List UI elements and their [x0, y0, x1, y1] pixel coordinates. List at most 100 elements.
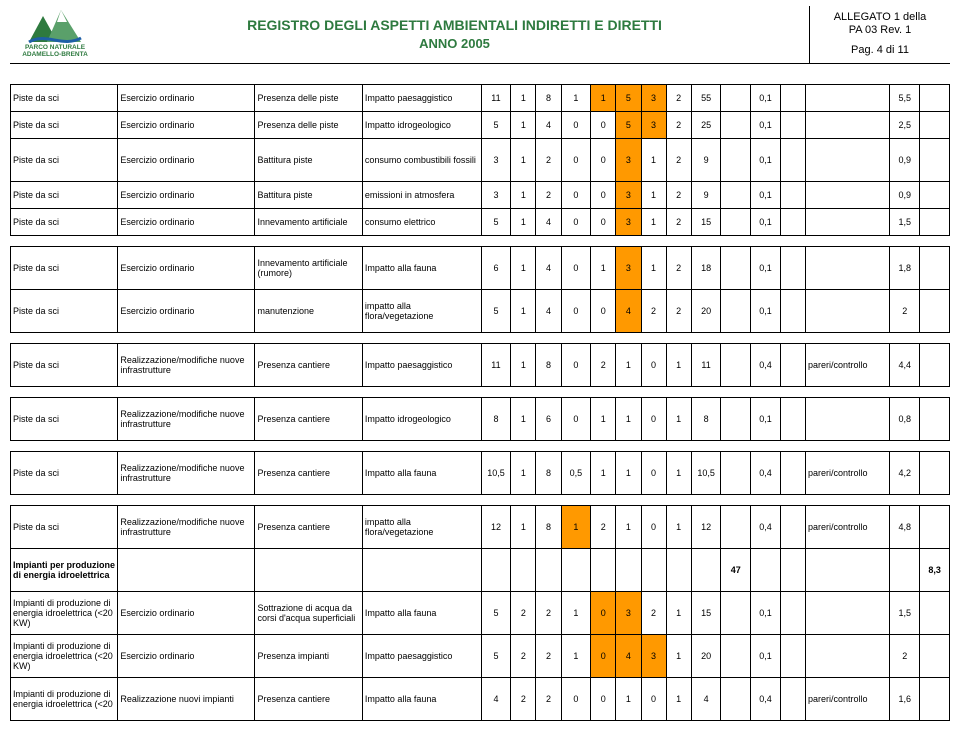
cell-num: 1	[511, 505, 536, 548]
cell-num	[890, 548, 920, 591]
cell-num	[780, 84, 805, 111]
cell-num: 1,5	[890, 591, 920, 634]
cell-num: 2	[890, 289, 920, 332]
cell-text: Impianti per produzione di energia idroe…	[11, 548, 118, 591]
title-sub: ANNO 2005	[419, 36, 490, 51]
cell-num: 2	[666, 208, 691, 235]
cell-num	[805, 634, 890, 677]
cell-num: 0	[561, 397, 591, 440]
cell-text: Impianti di produzione di energia idroel…	[11, 677, 118, 720]
cell-num: 4	[616, 289, 641, 332]
cell-text: Presenza cantiere	[255, 505, 362, 548]
cell-num	[780, 343, 805, 386]
cell-num: 8	[536, 451, 561, 494]
cell-text: Impianti di produzione di energia idroel…	[11, 634, 118, 677]
cell-num: 1	[511, 181, 536, 208]
cell-num: 2	[536, 677, 561, 720]
cell-num: 0	[641, 505, 666, 548]
cell-text: Battitura piste	[255, 181, 362, 208]
cell-num: 3	[481, 181, 511, 208]
cell-num	[721, 289, 751, 332]
table-row: Piste da sciRealizzazione/modifiche nuov…	[11, 505, 950, 548]
cell-num: 5,5	[890, 84, 920, 111]
table-row: Piste da sciEsercizio ordinarioInnevamen…	[11, 208, 950, 235]
cell-num: 1	[666, 677, 691, 720]
cell-num	[721, 208, 751, 235]
cell-num	[805, 208, 890, 235]
cell-num	[780, 289, 805, 332]
cell-num: 1	[591, 246, 616, 289]
cell-num	[721, 634, 751, 677]
cell-text: emissioni in atmosfera	[362, 181, 481, 208]
table-row	[11, 235, 950, 246]
title-main: REGISTRO DEGLI ASPETTI AMBIENTALI INDIRE…	[247, 17, 662, 34]
cell-num: 5	[481, 634, 511, 677]
cell-num	[920, 208, 950, 235]
cell-num: 0,4	[751, 677, 781, 720]
cell-text: Impatto alla fauna	[362, 451, 481, 494]
cell-num	[780, 111, 805, 138]
cell-num: 0	[561, 181, 591, 208]
cell-text: Esercizio ordinario	[118, 208, 255, 235]
cell-num: 18	[691, 246, 721, 289]
cell-num: 0	[641, 677, 666, 720]
aspects-table: Piste da sci Esercizio ordinario Presenza …	[10, 84, 950, 721]
cell-num: 10,5	[481, 451, 511, 494]
cell-text: Piste da sci	[11, 289, 118, 332]
cell-num	[721, 181, 751, 208]
cell-num: 2	[666, 289, 691, 332]
cell-text: Esercizio ordinario	[118, 181, 255, 208]
cell-num: 8	[536, 84, 561, 111]
cell-num: 0	[561, 289, 591, 332]
cell-num: 1	[511, 208, 536, 235]
cell-num: 5	[481, 289, 511, 332]
cell-num: 0,4	[751, 343, 781, 386]
cell-text: Realizzazione nuovi impianti	[118, 677, 255, 720]
cell-num	[721, 677, 751, 720]
cell-num: 0	[591, 138, 616, 181]
cell-num	[920, 634, 950, 677]
cell-text: Impatto idrogeologico	[362, 397, 481, 440]
cell-num: 0	[641, 397, 666, 440]
cell-num: 0,1	[751, 634, 781, 677]
cell-num: 2	[536, 138, 561, 181]
cell-num: 0,8	[890, 397, 920, 440]
cell-num	[780, 634, 805, 677]
cell-num: 15	[691, 591, 721, 634]
cell-num	[721, 246, 751, 289]
cell-num: 2	[591, 505, 616, 548]
cell-num: 4	[536, 246, 561, 289]
cell-num: 2	[591, 343, 616, 386]
cell-text: Piste da sci	[11, 343, 118, 386]
allegato-line2: PA 03 Rev. 1	[849, 24, 912, 38]
cell-num	[780, 677, 805, 720]
cell-num: 3	[616, 246, 641, 289]
cell-num: 1	[666, 451, 691, 494]
cell-num	[780, 397, 805, 440]
cell-num: 2	[511, 634, 536, 677]
cell-num: 4,8	[890, 505, 920, 548]
cell-num: 1	[666, 343, 691, 386]
cell-text: Impatto paesaggistico	[362, 84, 481, 111]
cell-num: 0,1	[751, 84, 781, 111]
cell-num: 0,4	[751, 505, 781, 548]
cell-num	[721, 343, 751, 386]
cell-num	[641, 548, 666, 591]
cell-num: 0,1	[751, 111, 781, 138]
cell-text	[255, 548, 362, 591]
cell-num	[920, 181, 950, 208]
cell-num: 55	[691, 84, 721, 111]
cell-num: 1	[511, 289, 536, 332]
table-row: Piste da sciEsercizio ordinarioInnevamen…	[11, 246, 950, 289]
cell-num: 2	[536, 591, 561, 634]
cell-num: 3	[641, 84, 666, 111]
cell-num: 4,2	[890, 451, 920, 494]
cell-num	[721, 111, 751, 138]
cell-num: 1	[666, 397, 691, 440]
cell-num: 3	[616, 208, 641, 235]
cell-num	[920, 289, 950, 332]
cell-num	[721, 138, 751, 181]
cell-num	[561, 548, 591, 591]
table-row: Piste da sciEsercizio ordinarioPresenza …	[11, 111, 950, 138]
cell-num: pareri/controllo	[805, 451, 890, 494]
